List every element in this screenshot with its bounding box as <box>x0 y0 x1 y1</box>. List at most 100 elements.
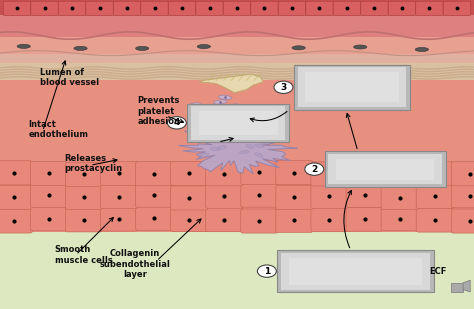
Ellipse shape <box>354 45 367 49</box>
FancyBboxPatch shape <box>416 184 453 209</box>
FancyBboxPatch shape <box>451 162 474 186</box>
Bar <box>199 111 278 135</box>
Bar <box>0 63 474 80</box>
FancyBboxPatch shape <box>171 161 208 185</box>
Bar <box>0 0 474 232</box>
Ellipse shape <box>225 137 234 140</box>
Ellipse shape <box>415 48 428 52</box>
FancyBboxPatch shape <box>311 208 348 232</box>
FancyBboxPatch shape <box>381 207 418 231</box>
FancyBboxPatch shape <box>196 1 223 15</box>
FancyBboxPatch shape <box>276 185 313 210</box>
Bar <box>294 65 410 110</box>
FancyBboxPatch shape <box>171 208 208 232</box>
FancyBboxPatch shape <box>206 208 243 232</box>
FancyBboxPatch shape <box>58 1 86 15</box>
Bar <box>289 258 422 285</box>
Bar <box>0 15 474 37</box>
FancyBboxPatch shape <box>100 184 137 209</box>
Polygon shape <box>178 123 297 174</box>
Bar <box>305 72 399 102</box>
FancyBboxPatch shape <box>388 1 416 15</box>
Ellipse shape <box>216 132 225 136</box>
Ellipse shape <box>239 150 249 154</box>
FancyBboxPatch shape <box>276 160 313 184</box>
Text: Lumen of
blood vessel: Lumen of blood vessel <box>40 68 100 87</box>
FancyBboxPatch shape <box>168 1 196 15</box>
FancyBboxPatch shape <box>451 184 474 208</box>
FancyBboxPatch shape <box>31 1 58 15</box>
Ellipse shape <box>292 46 305 50</box>
Ellipse shape <box>219 95 232 99</box>
Circle shape <box>274 81 293 94</box>
Text: Smooth
muscle cells: Smooth muscle cells <box>55 245 112 265</box>
FancyBboxPatch shape <box>0 161 32 185</box>
Ellipse shape <box>198 107 210 112</box>
Text: Collagenin
subendothelial
layer: Collagenin subendothelial layer <box>100 249 171 279</box>
Bar <box>325 151 446 187</box>
Text: Intact
endothelium: Intact endothelium <box>28 120 89 139</box>
FancyBboxPatch shape <box>241 183 278 207</box>
Bar <box>0 0 474 15</box>
Ellipse shape <box>261 140 269 145</box>
Bar <box>328 154 442 184</box>
FancyBboxPatch shape <box>278 1 306 15</box>
Text: 2: 2 <box>311 165 318 174</box>
Ellipse shape <box>188 103 201 107</box>
Ellipse shape <box>237 134 245 138</box>
FancyBboxPatch shape <box>346 161 383 185</box>
Text: 1: 1 <box>264 267 270 276</box>
FancyBboxPatch shape <box>206 184 243 208</box>
FancyBboxPatch shape <box>443 1 471 15</box>
Bar <box>0 54 474 63</box>
FancyBboxPatch shape <box>381 162 418 186</box>
FancyBboxPatch shape <box>241 160 278 184</box>
FancyBboxPatch shape <box>100 161 137 185</box>
Ellipse shape <box>246 144 254 149</box>
Bar <box>298 67 406 107</box>
FancyBboxPatch shape <box>381 186 418 210</box>
FancyBboxPatch shape <box>223 1 251 15</box>
FancyBboxPatch shape <box>100 207 137 231</box>
Polygon shape <box>199 74 263 93</box>
FancyBboxPatch shape <box>3 1 31 15</box>
Bar <box>336 159 434 180</box>
Circle shape <box>167 116 186 129</box>
FancyBboxPatch shape <box>30 207 67 231</box>
FancyBboxPatch shape <box>346 207 383 231</box>
FancyBboxPatch shape <box>251 1 278 15</box>
Bar <box>0 36 474 54</box>
Ellipse shape <box>218 146 226 150</box>
Circle shape <box>257 265 276 277</box>
FancyBboxPatch shape <box>65 162 102 186</box>
Text: ECF: ECF <box>429 267 447 277</box>
Bar <box>0 232 474 309</box>
Bar <box>0 80 474 232</box>
Ellipse shape <box>255 144 264 148</box>
FancyBboxPatch shape <box>30 183 67 207</box>
FancyBboxPatch shape <box>65 185 102 210</box>
FancyBboxPatch shape <box>30 161 67 185</box>
Ellipse shape <box>17 44 30 48</box>
Ellipse shape <box>226 104 238 109</box>
FancyBboxPatch shape <box>171 186 208 210</box>
Bar <box>0 0 474 36</box>
Text: 4: 4 <box>173 118 180 127</box>
FancyBboxPatch shape <box>65 208 102 232</box>
FancyBboxPatch shape <box>346 183 383 207</box>
Text: Prevents
platelet
adhesion: Prevents platelet adhesion <box>137 96 181 126</box>
Text: Releases
prostacyclin: Releases prostacyclin <box>64 154 122 173</box>
Bar <box>277 250 434 292</box>
Ellipse shape <box>200 153 209 157</box>
FancyBboxPatch shape <box>361 1 388 15</box>
Ellipse shape <box>214 100 227 104</box>
FancyBboxPatch shape <box>276 208 313 232</box>
FancyBboxPatch shape <box>206 162 243 186</box>
FancyBboxPatch shape <box>416 1 443 15</box>
Ellipse shape <box>136 46 149 50</box>
Ellipse shape <box>210 111 221 117</box>
FancyBboxPatch shape <box>311 162 348 186</box>
FancyBboxPatch shape <box>0 185 32 209</box>
Ellipse shape <box>74 46 87 50</box>
Polygon shape <box>463 280 470 292</box>
